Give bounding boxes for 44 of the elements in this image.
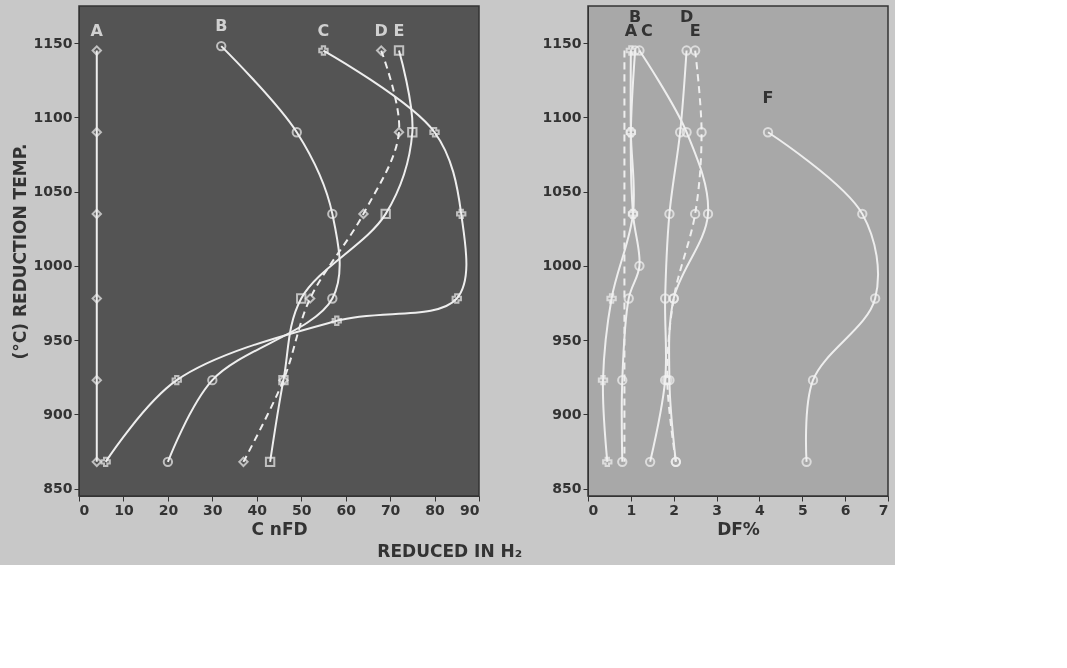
series-label: B bbox=[215, 16, 228, 36]
y-tick-label: 900 bbox=[552, 405, 582, 422]
y-tick-label: 900 bbox=[43, 405, 73, 422]
y-tick-label: 1050 bbox=[542, 183, 582, 200]
series-label: C bbox=[317, 20, 330, 40]
y-tick-label: 850 bbox=[43, 480, 73, 497]
x-tick-label: 50 bbox=[291, 501, 312, 518]
x-tick-label: 40 bbox=[247, 501, 268, 518]
x-tick-label: 5 bbox=[797, 501, 808, 518]
y-tick-label: 1150 bbox=[542, 34, 582, 51]
x-tick-label: 70 bbox=[380, 501, 401, 518]
y-tick-label: 1000 bbox=[542, 257, 582, 274]
x-tick-label: 1 bbox=[626, 501, 637, 518]
series-label: E bbox=[689, 20, 701, 40]
y-tick-label: 1050 bbox=[33, 183, 73, 200]
series-label: D bbox=[374, 20, 388, 40]
y-tick-label: 1100 bbox=[33, 108, 73, 125]
x-tick-label: 80 bbox=[425, 501, 446, 518]
x-tick-label: 30 bbox=[203, 501, 223, 518]
y-tick-label: 1100 bbox=[542, 108, 582, 125]
y-tick-label: 1150 bbox=[33, 34, 73, 51]
y-axis-title: (°C) REDUCTION TEMP. bbox=[9, 143, 30, 360]
series-label: A bbox=[90, 20, 104, 40]
y-tick-label: 950 bbox=[43, 331, 73, 348]
y-tick-label: 950 bbox=[552, 331, 582, 348]
x-tick-label: 90 bbox=[460, 501, 480, 518]
x-tick-label: 0 bbox=[79, 501, 90, 518]
x-tick-label: 3 bbox=[712, 501, 722, 518]
y-tick-label: 1000 bbox=[33, 257, 73, 274]
x-tick-label: 10 bbox=[114, 501, 134, 518]
x-tick-label: 4 bbox=[755, 501, 766, 518]
x-tick-label: 2 bbox=[669, 501, 680, 518]
series-label: C bbox=[640, 20, 653, 40]
x-tick-label: 6 bbox=[840, 501, 851, 518]
x-tick-label: 0 bbox=[588, 501, 599, 518]
x-tick-label: 20 bbox=[158, 501, 179, 518]
series-label: E bbox=[393, 20, 405, 40]
x-axis-title: C nFD bbox=[251, 518, 308, 539]
series-label: F bbox=[762, 88, 774, 108]
x-axis-title: DF% bbox=[717, 518, 760, 539]
text: REDUCED IN H₂ bbox=[377, 540, 523, 561]
x-tick-label: 7 bbox=[878, 501, 889, 518]
x-tick-label: 60 bbox=[336, 501, 357, 518]
y-tick-label: 850 bbox=[552, 480, 582, 497]
